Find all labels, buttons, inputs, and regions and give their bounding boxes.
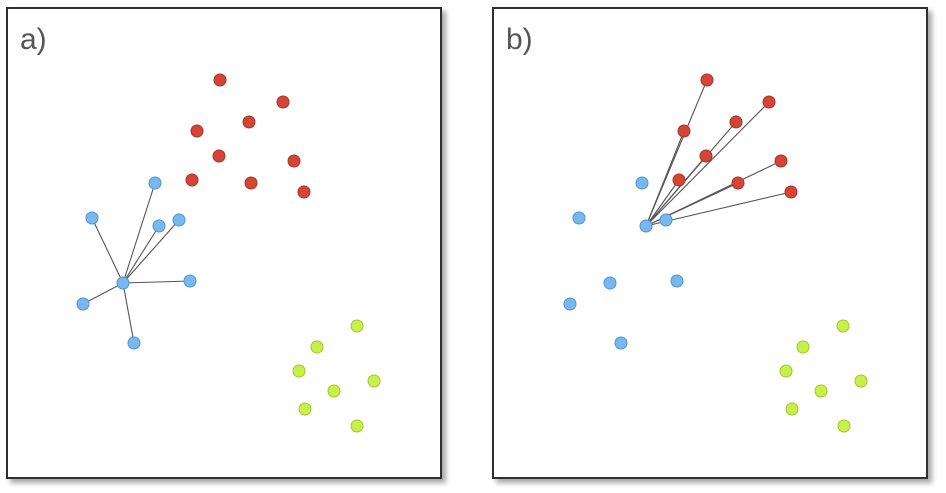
red-point bbox=[699, 149, 713, 163]
red-point bbox=[677, 124, 691, 138]
red-point bbox=[185, 173, 199, 187]
link-line bbox=[645, 179, 680, 227]
panel-b: b) bbox=[492, 7, 928, 479]
panel-a-plot bbox=[76, 73, 381, 433]
green-point bbox=[796, 340, 810, 354]
panel-b-plot bbox=[563, 73, 868, 433]
blue-point bbox=[659, 213, 673, 227]
blue-point bbox=[85, 211, 99, 225]
green-point bbox=[327, 384, 341, 398]
red-point bbox=[212, 149, 226, 163]
blue-point bbox=[603, 276, 617, 290]
red-point bbox=[774, 154, 788, 168]
red-point bbox=[276, 95, 290, 109]
blue-point bbox=[572, 211, 586, 225]
green-point bbox=[350, 319, 364, 333]
green-point bbox=[298, 402, 312, 416]
green-point bbox=[854, 374, 868, 388]
red-point bbox=[672, 173, 686, 187]
panel-b-label: b) bbox=[506, 23, 533, 56]
blue-point bbox=[76, 297, 90, 311]
green-point bbox=[785, 402, 799, 416]
blue-point bbox=[172, 213, 186, 227]
green-point bbox=[367, 374, 381, 388]
red-point bbox=[731, 176, 745, 190]
panel-a: a) bbox=[6, 7, 442, 479]
red-point bbox=[190, 124, 204, 138]
green-point bbox=[310, 340, 324, 354]
blue-point bbox=[183, 274, 197, 288]
blue-point bbox=[614, 336, 628, 350]
green-point bbox=[350, 419, 364, 433]
blue-point bbox=[148, 176, 162, 190]
blue-point bbox=[116, 276, 130, 290]
red-point bbox=[729, 115, 743, 129]
blue-point bbox=[670, 274, 684, 288]
link-line bbox=[122, 225, 160, 284]
link-line bbox=[122, 219, 180, 284]
link-line bbox=[91, 217, 124, 284]
green-point bbox=[836, 319, 850, 333]
blue-point bbox=[635, 176, 649, 190]
red-point bbox=[762, 95, 776, 109]
red-point bbox=[700, 73, 714, 87]
link-line bbox=[645, 130, 685, 227]
red-point bbox=[784, 185, 798, 199]
link-line bbox=[122, 182, 156, 284]
panel-a-label: a) bbox=[20, 23, 47, 56]
red-point bbox=[242, 115, 256, 129]
blue-point bbox=[152, 219, 166, 233]
green-point bbox=[814, 384, 828, 398]
green-point bbox=[779, 364, 793, 378]
link-line bbox=[645, 155, 707, 227]
link-line bbox=[122, 280, 191, 284]
red-point bbox=[287, 154, 301, 168]
link-line bbox=[122, 282, 135, 344]
green-point bbox=[837, 419, 851, 433]
red-point bbox=[244, 176, 258, 190]
red-point bbox=[213, 73, 227, 87]
blue-point bbox=[127, 336, 141, 350]
blue-point bbox=[563, 297, 577, 311]
link-line bbox=[645, 101, 770, 227]
link-line bbox=[82, 282, 124, 305]
blue-point bbox=[639, 219, 653, 233]
red-point bbox=[297, 185, 311, 199]
green-point bbox=[292, 364, 306, 378]
